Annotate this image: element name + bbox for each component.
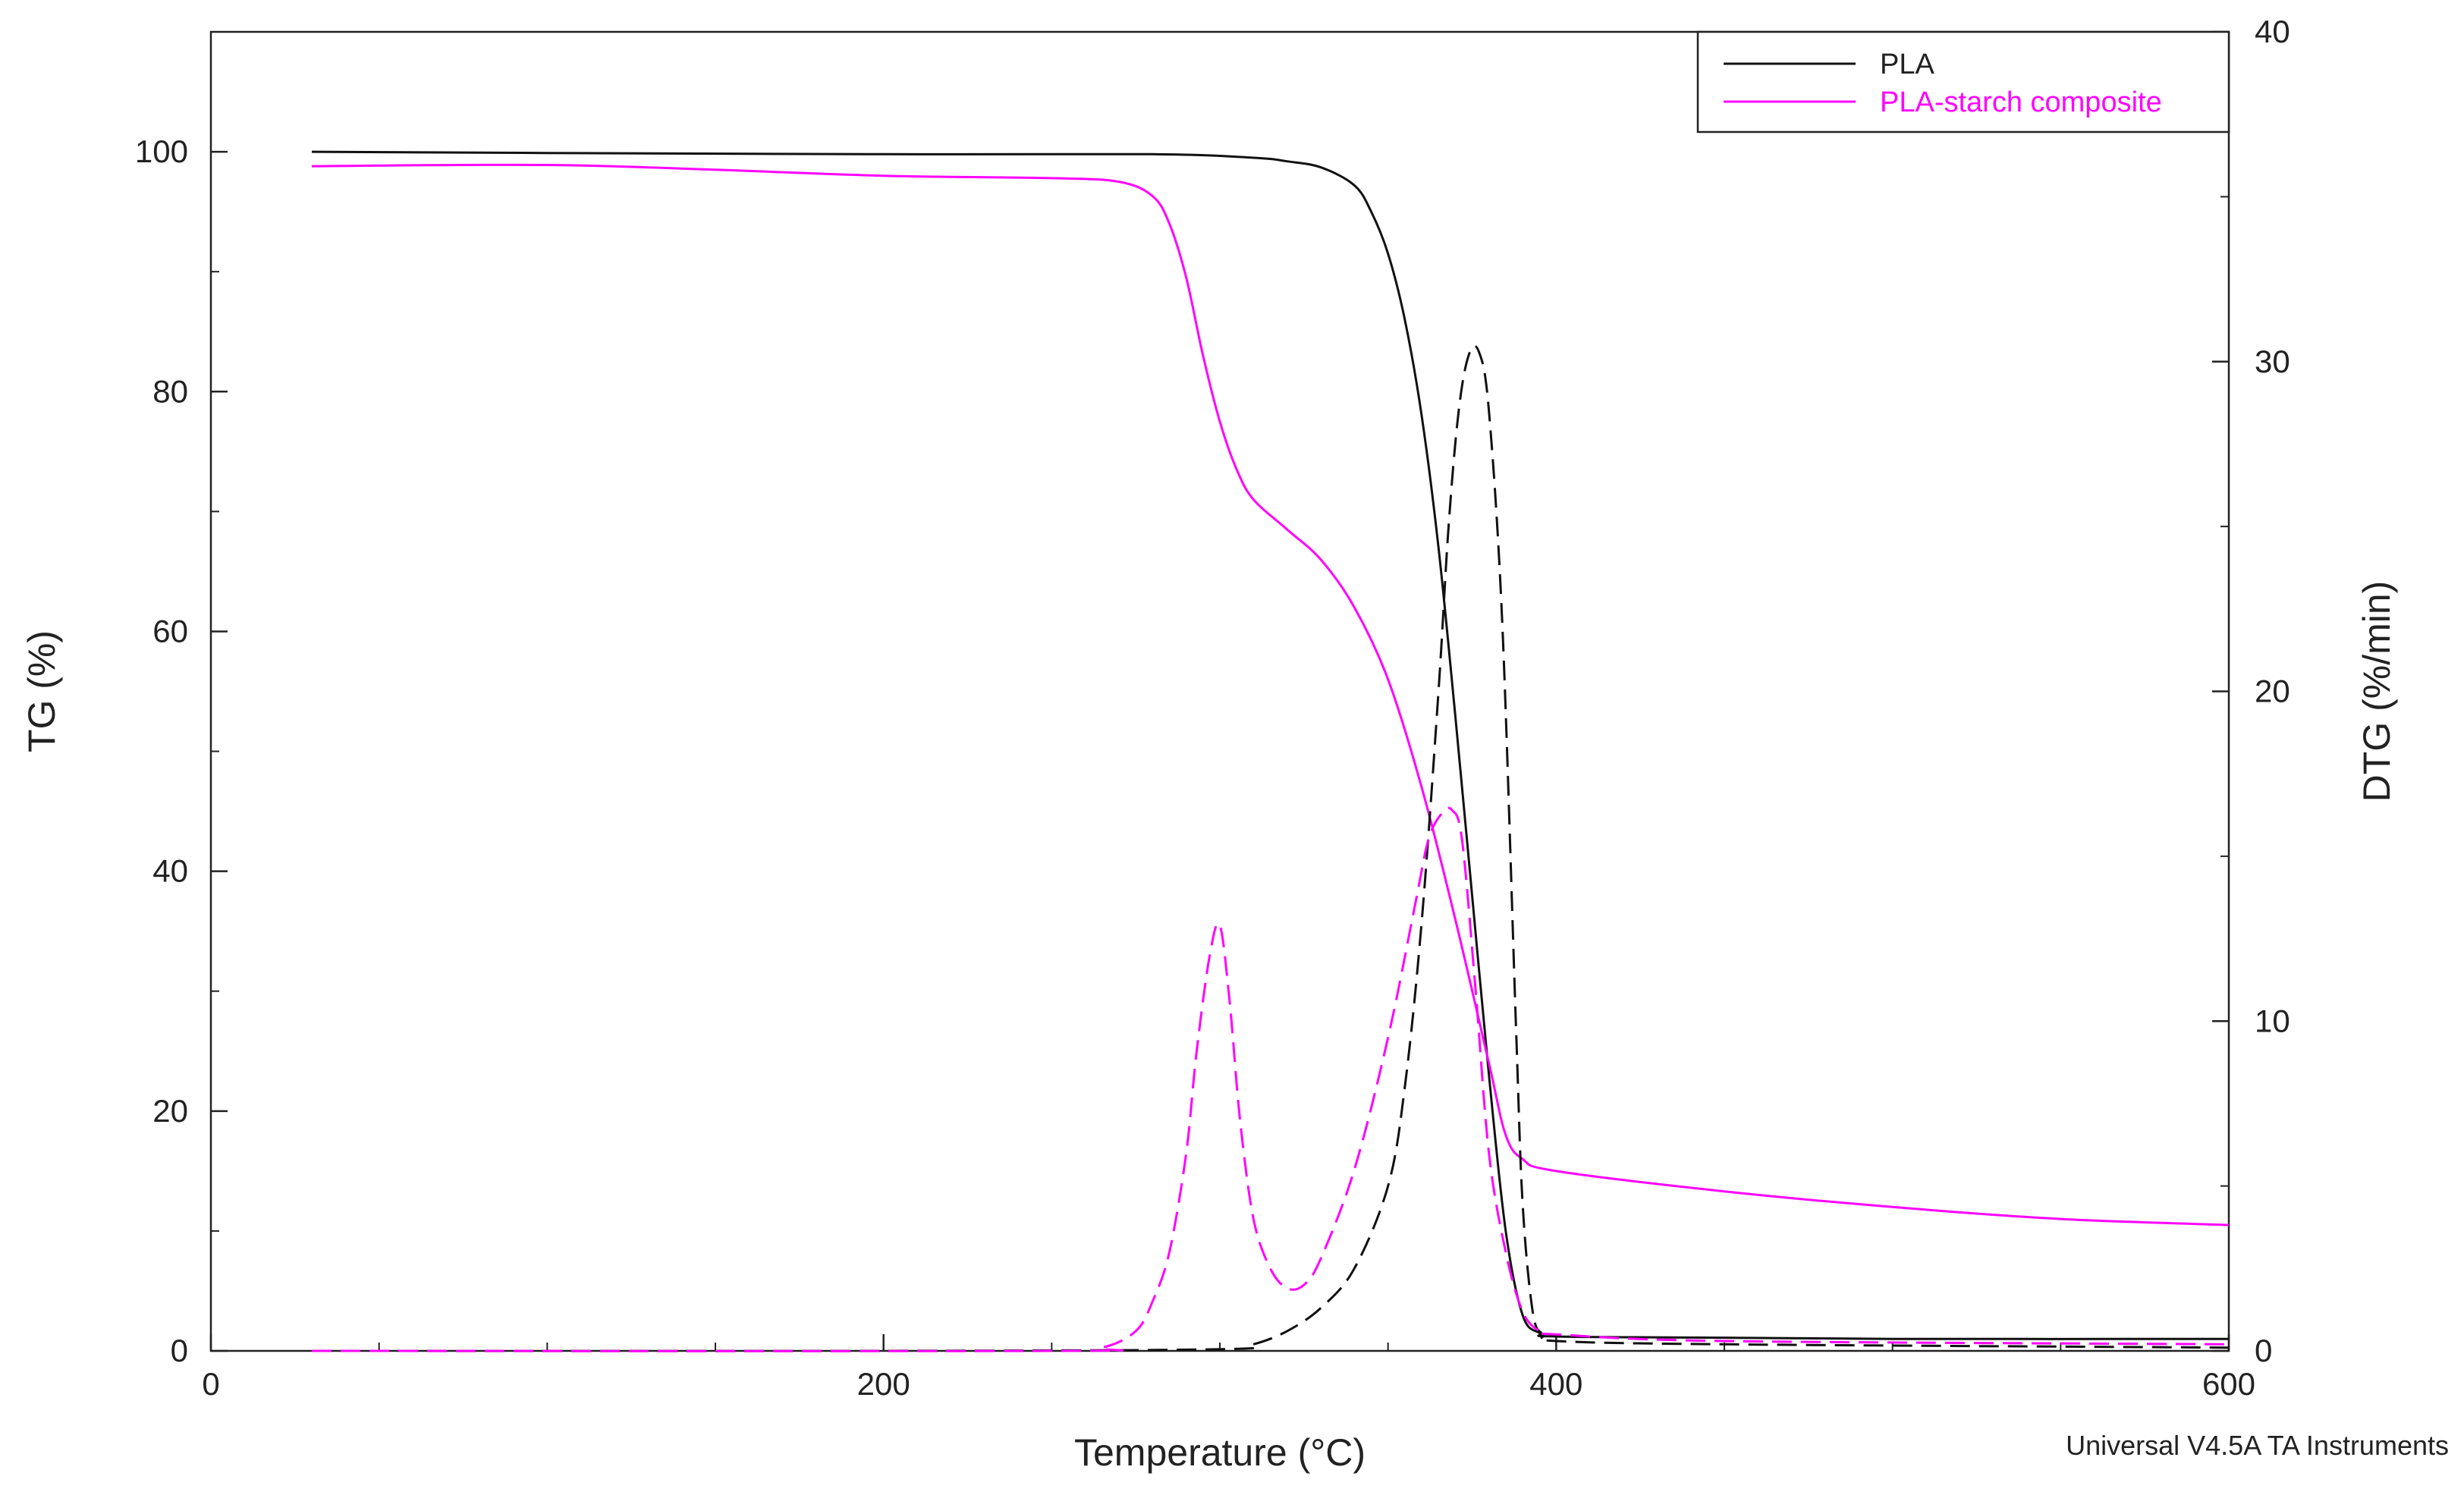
y-axis-title: TG (%) xyxy=(20,630,63,752)
series-line-pla-tg xyxy=(311,150,2230,1340)
y-tick-label: 0 xyxy=(171,1333,188,1368)
y2-tick-label: 0 xyxy=(2255,1333,2272,1368)
y-tick-label: 100 xyxy=(135,133,188,169)
y2-tick-label: 30 xyxy=(2255,344,2290,379)
legend: PLA PLA-starch composite xyxy=(1696,30,2230,133)
legend-label: PLA xyxy=(1880,49,1934,80)
y-tick-label: 20 xyxy=(152,1093,188,1129)
x-tick-label: 600 xyxy=(2202,1366,2255,1402)
series-layer xyxy=(311,150,2230,1352)
legend-label: PLA-starch composite xyxy=(1880,86,2162,118)
y-tick-label: 60 xyxy=(152,613,188,649)
series-line-pla-starch-composite-tg xyxy=(311,163,2230,1226)
x-axis-title: Temperature (°C) xyxy=(1074,1431,1366,1474)
instrument-footer: Universal V4.5A TA Instruments xyxy=(2066,1430,2449,1461)
legend-box xyxy=(1696,30,2230,133)
series-line-pla-starch-composite-dtg xyxy=(311,806,2230,1352)
x-tick-label: 200 xyxy=(857,1366,910,1402)
y2-tick-label: 10 xyxy=(2255,1003,2290,1038)
y2-axis-title: DTG (%/min) xyxy=(2356,581,2398,802)
y2-tick-label: 20 xyxy=(2255,674,2290,709)
x-tick-label: 400 xyxy=(1529,1366,1582,1402)
y2-tick-label: 40 xyxy=(2255,14,2290,49)
x-tick-label: 0 xyxy=(202,1366,219,1402)
y-tick-label: 40 xyxy=(152,853,188,889)
series-line-pla-dtg xyxy=(311,344,2230,1352)
y-tick-label: 80 xyxy=(152,373,188,409)
